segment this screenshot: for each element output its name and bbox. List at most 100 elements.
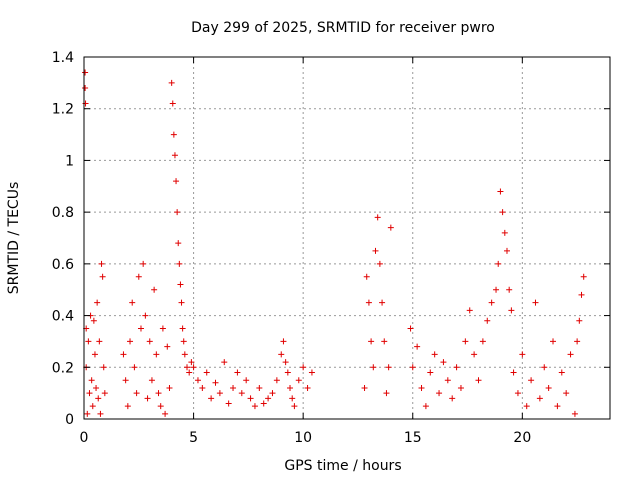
data-point xyxy=(216,390,223,397)
data-point xyxy=(91,351,98,358)
data-point xyxy=(153,351,160,358)
data-point xyxy=(148,377,155,384)
data-point xyxy=(501,229,508,236)
y-tick-label: 0.8 xyxy=(52,205,74,221)
data-point xyxy=(140,260,147,267)
data-point xyxy=(97,410,104,417)
data-point xyxy=(88,377,95,384)
data-point xyxy=(122,377,129,384)
data-point xyxy=(162,410,169,417)
data-point xyxy=(230,384,237,391)
data-point xyxy=(278,351,285,358)
data-point xyxy=(578,291,585,298)
data-point xyxy=(94,299,101,306)
data-point xyxy=(151,286,158,293)
data-point xyxy=(133,390,140,397)
data-point xyxy=(407,325,414,332)
data-point xyxy=(383,390,390,397)
y-tick-label: 1.2 xyxy=(52,102,74,118)
data-point xyxy=(440,359,447,366)
data-point xyxy=(164,343,171,350)
y-tick-label: 0 xyxy=(65,412,74,428)
data-point xyxy=(300,364,307,371)
data-point xyxy=(265,395,272,402)
data-point xyxy=(536,395,543,402)
data-point xyxy=(212,379,219,386)
y-tick-label: 0.2 xyxy=(52,360,74,376)
data-point xyxy=(574,338,581,345)
data-point xyxy=(571,410,578,417)
series-layer xyxy=(82,69,587,417)
data-point xyxy=(479,338,486,345)
data-point xyxy=(414,343,421,350)
data-point xyxy=(120,351,127,358)
data-point xyxy=(436,390,443,397)
data-point xyxy=(208,395,215,402)
data-point xyxy=(155,390,162,397)
data-point xyxy=(178,299,185,306)
data-point xyxy=(418,384,425,391)
data-point xyxy=(131,364,138,371)
data-point xyxy=(497,188,504,195)
data-point xyxy=(503,247,510,254)
y-axis-label: SRMTID / TECUs xyxy=(6,182,22,295)
data-point xyxy=(361,384,368,391)
data-point xyxy=(514,390,521,397)
y-tick-label: 0.4 xyxy=(52,309,74,325)
data-point xyxy=(508,307,515,314)
data-point xyxy=(177,281,184,288)
data-point xyxy=(308,369,315,376)
data-point xyxy=(273,377,280,384)
data-point xyxy=(144,395,151,402)
data-point xyxy=(558,369,565,376)
data-point xyxy=(82,100,89,107)
data-point xyxy=(453,364,460,371)
data-point xyxy=(135,273,142,280)
data-point xyxy=(96,338,103,345)
data-point xyxy=(137,325,144,332)
data-point xyxy=(188,359,195,366)
data-point xyxy=(431,351,438,358)
data-point xyxy=(157,403,164,410)
data-point xyxy=(462,338,469,345)
data-point xyxy=(184,364,191,371)
x-tick-label: 15 xyxy=(404,430,422,446)
data-point xyxy=(238,390,245,397)
data-point xyxy=(247,395,254,402)
data-point xyxy=(376,260,383,267)
data-point xyxy=(422,403,429,410)
data-point xyxy=(269,390,276,397)
data-point xyxy=(488,299,495,306)
data-point xyxy=(493,286,500,293)
data-point xyxy=(171,152,178,159)
data-point xyxy=(170,131,177,138)
data-point xyxy=(563,390,570,397)
data-point xyxy=(168,79,175,86)
data-point xyxy=(234,369,241,376)
data-point xyxy=(86,390,93,397)
data-point xyxy=(85,338,92,345)
data-point xyxy=(89,403,96,410)
data-point xyxy=(385,364,392,371)
data-point xyxy=(95,395,102,402)
data-point xyxy=(101,390,108,397)
data-point xyxy=(523,403,530,410)
data-point xyxy=(576,317,583,324)
data-point xyxy=(484,317,491,324)
data-point xyxy=(365,299,372,306)
data-point xyxy=(284,369,291,376)
data-point xyxy=(82,69,89,76)
data-point xyxy=(499,209,506,216)
data-point xyxy=(98,260,105,267)
data-point xyxy=(176,260,183,267)
data-point xyxy=(175,240,182,247)
data-point xyxy=(221,359,228,366)
x-tick-label: 20 xyxy=(513,430,531,446)
y-tick-label: 0.6 xyxy=(52,257,74,273)
data-point xyxy=(99,273,106,280)
data-point xyxy=(174,209,181,216)
data-point xyxy=(381,338,388,345)
data-point xyxy=(372,247,379,254)
data-point xyxy=(82,85,89,92)
data-point xyxy=(260,400,267,407)
